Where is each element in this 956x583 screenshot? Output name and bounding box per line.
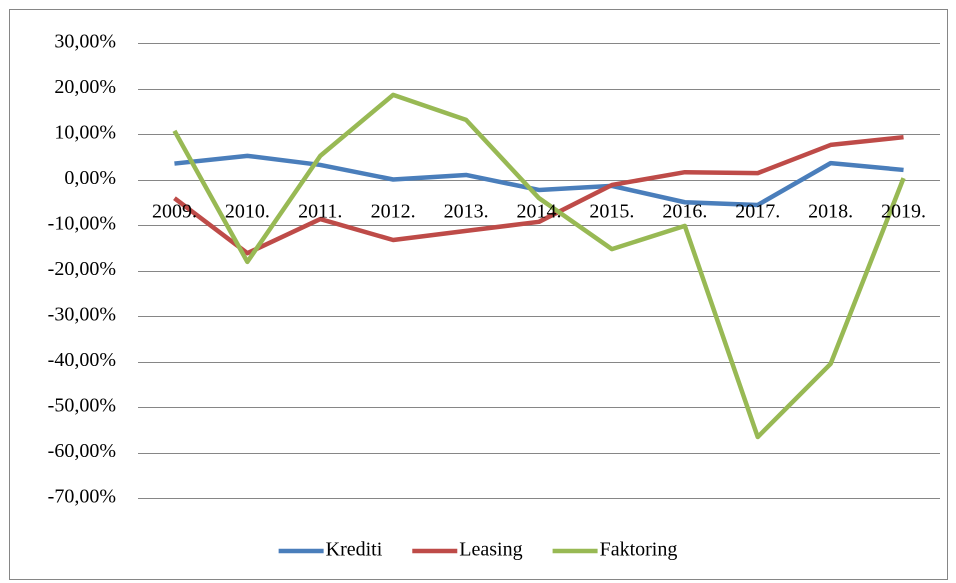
y-tick-label: -40,00%	[48, 349, 116, 371]
y-tick-label: -70,00%	[48, 486, 116, 508]
series-line	[174, 153, 904, 208]
x-tick-label: 2013.	[444, 201, 489, 223]
series-line	[172, 92, 906, 440]
x-tick-label: 2011.	[298, 201, 342, 223]
x-tick-label: 2009.	[152, 201, 197, 223]
y-tick-label: 0,00%	[64, 167, 116, 189]
y-tick-label: -20,00%	[48, 258, 116, 280]
y-tick-label: 10,00%	[54, 122, 116, 144]
chart-border	[9, 9, 948, 580]
x-tick-label: 2017.	[735, 201, 780, 223]
x-tick-label: 2015.	[589, 201, 634, 223]
x-tick-label: 2016.	[662, 201, 707, 223]
y-tick-label: -30,00%	[48, 304, 116, 326]
legend-label: Krediti	[326, 539, 383, 561]
y-tick-label: 30,00%	[54, 31, 116, 53]
series-line	[173, 134, 904, 256]
y-tick-label: 20,00%	[54, 76, 116, 98]
x-tick-label: 2018.	[808, 201, 853, 223]
legend-label: Leasing	[459, 539, 522, 561]
y-tick-label: -50,00%	[48, 395, 116, 417]
legend-label: Faktoring	[600, 539, 678, 561]
x-tick-label: 2010.	[225, 201, 270, 223]
x-tick-label: 2014.	[517, 201, 562, 223]
y-tick-label: -10,00%	[48, 213, 116, 235]
x-tick-label: 2012.	[371, 201, 416, 223]
y-tick-label: -60,00%	[48, 440, 116, 462]
x-tick-label: 2019.	[881, 201, 926, 223]
